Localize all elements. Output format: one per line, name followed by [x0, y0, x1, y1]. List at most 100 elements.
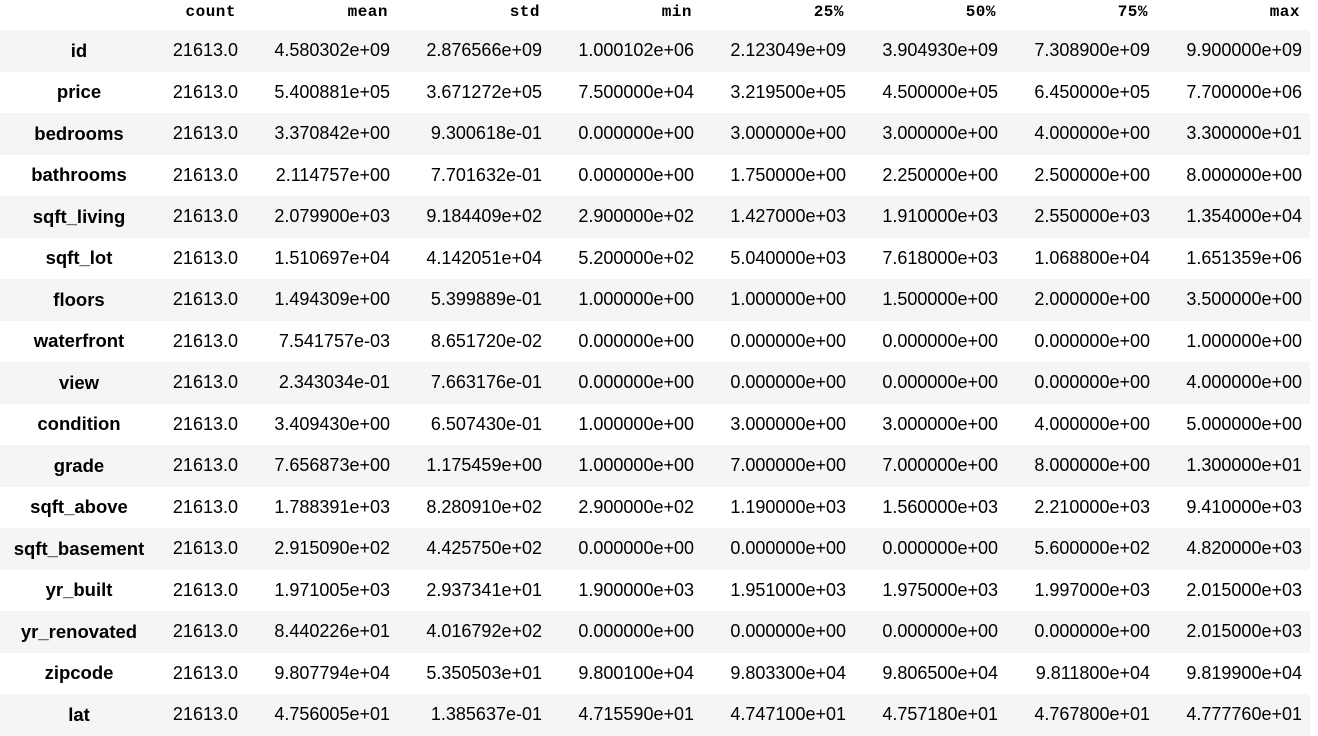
- cell-value: 1.000000e+00: [730, 289, 846, 310]
- cell-value: 0.000000e+00: [578, 372, 694, 393]
- cell-value: 21613.0: [172, 704, 238, 725]
- cell-value: 8.440226e+01: [274, 621, 390, 642]
- cell-value: 21613.0: [172, 455, 238, 476]
- cell-value: 21613.0: [172, 123, 238, 144]
- row-label: bedrooms: [34, 122, 124, 144]
- table-row: sqft_living 21613.0 2.079900e+03 9.184409e+…: [0, 196, 1310, 238]
- cell-value: 1.175459e+00: [426, 455, 542, 476]
- cell-value: 21613.0: [172, 164, 238, 185]
- cell-value: 2.210000e+03: [1034, 496, 1150, 517]
- cell-value: 2.000000e+00: [1034, 289, 1150, 310]
- cell-value: 1.975000e+03: [882, 579, 998, 600]
- cell-value: 9.800100e+04: [578, 662, 694, 683]
- cell-value: 3.000000e+00: [730, 123, 846, 144]
- cell-value: 0.000000e+00: [578, 164, 694, 185]
- cell-value: 21613.0: [172, 247, 238, 268]
- row-label: bathrooms: [31, 164, 127, 186]
- cell-value: 1.427000e+03: [730, 206, 846, 227]
- cell-value: 1.494309e+00: [274, 289, 390, 310]
- cell-value: 5.200000e+02: [578, 247, 694, 268]
- row-label: floors: [53, 288, 105, 310]
- cell-value: 0.000000e+00: [882, 330, 998, 351]
- cell-value: 7.000000e+00: [882, 455, 998, 476]
- header-50pct: 50%: [965, 3, 996, 21]
- cell-value: 3.000000e+00: [730, 413, 846, 434]
- row-label: condition: [37, 413, 121, 435]
- table-body: id 21613.0 4.580302e+09 2.876566e+09 1.00010…: [0, 30, 1310, 736]
- cell-value: 9.806500e+04: [882, 662, 998, 683]
- cell-value: 21613.0: [172, 206, 238, 227]
- table-row: id 21613.0 4.580302e+09 2.876566e+09 1.00010…: [0, 30, 1310, 72]
- cell-value: 2.015000e+03: [1186, 579, 1302, 600]
- cell-value: 1.068800e+04: [1034, 247, 1150, 268]
- cell-value: 4.820000e+03: [1186, 538, 1302, 559]
- header-75pct: 75%: [1117, 3, 1148, 21]
- cell-value: 1.910000e+03: [882, 206, 998, 227]
- cell-value: 0.000000e+00: [1034, 330, 1150, 351]
- cell-value: 7.656873e+00: [274, 455, 390, 476]
- cell-value: 4.767800e+01: [1034, 704, 1150, 725]
- cell-value: 1.000102e+06: [578, 40, 694, 61]
- cell-value: 0.000000e+00: [578, 123, 694, 144]
- cell-value: 2.876566e+09: [426, 40, 542, 61]
- table-header: count mean std min 25% 50% 75% max: [0, 0, 1310, 30]
- cell-value: 1.385637e-01: [430, 704, 542, 725]
- cell-value: 9.410000e+03: [1186, 496, 1302, 517]
- cell-value: 21613.0: [172, 579, 238, 600]
- cell-value: 0.000000e+00: [578, 330, 694, 351]
- cell-value: 9.811800e+04: [1035, 662, 1150, 683]
- cell-value: 1.190000e+03: [730, 496, 846, 517]
- cell-value: 7.618000e+03: [882, 247, 998, 268]
- cell-value: 4.000000e+00: [1034, 123, 1150, 144]
- cell-value: 1.000000e+00: [578, 289, 694, 310]
- cell-value: 4.016792e+02: [426, 621, 542, 642]
- cell-value: 4.000000e+00: [1034, 413, 1150, 434]
- cell-value: 4.715590e+01: [578, 704, 694, 725]
- table-row: bedrooms 21613.0 3.370842e+00 9.300618e-01 0…: [0, 113, 1310, 155]
- table-row: sqft_lot 21613.0 1.510697e+04 4.142051e+04 5…: [0, 237, 1310, 279]
- cell-value: 8.000000e+00: [1034, 455, 1150, 476]
- row-label: waterfront: [33, 330, 125, 352]
- row-label: id: [70, 39, 88, 61]
- cell-value: 1.900000e+03: [578, 579, 694, 600]
- cell-value: 1.354000e+04: [1186, 206, 1302, 227]
- cell-value: 3.219500e+05: [730, 81, 846, 102]
- table-row: lat 21613.0 4.756005e+01 1.385637e-01 4.7155…: [0, 694, 1310, 736]
- table-row: price 21613.0 5.400881e+05 3.671272e+05 7.50…: [0, 71, 1310, 113]
- cell-value: 0.000000e+00: [882, 621, 998, 642]
- table-row: waterfront 21613.0 7.541757e-03 8.651720e-0…: [0, 320, 1310, 362]
- header-std: std: [509, 3, 540, 21]
- cell-value: 4.000000e+00: [1186, 372, 1302, 393]
- cell-value: 1.000000e+00: [578, 455, 694, 476]
- table-row: grade 21613.0 7.656873e+00 1.175459e+00 1.00…: [0, 445, 1310, 487]
- cell-value: 1.510697e+04: [274, 247, 390, 268]
- cell-value: 5.040000e+03: [730, 247, 846, 268]
- cell-value: 6.507430e-01: [430, 413, 542, 434]
- cell-value: 2.079900e+03: [274, 206, 390, 227]
- cell-value: 21613.0: [172, 413, 238, 434]
- cell-value: 0.000000e+00: [1034, 621, 1150, 642]
- row-label: zipcode: [44, 662, 114, 684]
- table-row: bathrooms 21613.0 2.114757e+00 7.701632e-01…: [0, 154, 1310, 196]
- cell-value: 2.900000e+02: [578, 496, 694, 517]
- cell-value: 0.000000e+00: [882, 538, 998, 559]
- row-label: grade: [53, 454, 105, 476]
- table-row: view 21613.0 2.343034e-01 7.663176e-01 0.000…: [0, 362, 1310, 404]
- cell-value: 2.123049e+09: [730, 40, 846, 61]
- cell-value: 1.000000e+00: [1186, 330, 1302, 351]
- cell-value: 2.343034e-01: [278, 372, 390, 393]
- cell-value: 3.370842e+00: [274, 123, 390, 144]
- row-label: yr_built: [45, 579, 113, 601]
- row-label: sqft_living: [32, 205, 126, 227]
- cell-value: 9.300618e-01: [430, 123, 542, 144]
- cell-value: 3.904930e+09: [882, 40, 998, 61]
- cell-value: 3.500000e+00: [1186, 289, 1302, 310]
- cell-value: 21613.0: [172, 662, 238, 683]
- cell-value: 7.308900e+09: [1034, 40, 1150, 61]
- cell-value: 3.000000e+00: [882, 123, 998, 144]
- cell-value: 1.997000e+03: [1034, 579, 1150, 600]
- cell-value: 5.350503e+01: [426, 662, 542, 683]
- cell-value: 0.000000e+00: [882, 372, 998, 393]
- cell-value: 5.000000e+00: [1186, 413, 1302, 434]
